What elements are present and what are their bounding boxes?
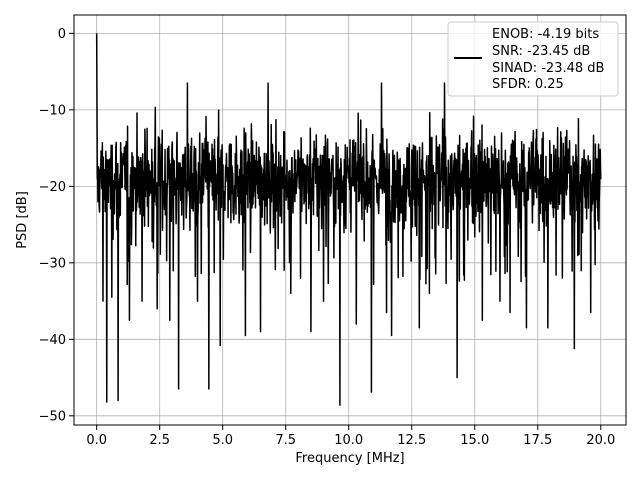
- x-tick-label: 0.0: [86, 433, 107, 448]
- y-tick-label: −40: [39, 333, 66, 348]
- x-axis-label: Frequency [MHz]: [295, 451, 404, 466]
- x-tick-label: 10.0: [334, 433, 363, 448]
- legend-enob: ENOB: -4.19 bits: [492, 27, 599, 42]
- x-tick-label: 7.5: [275, 433, 296, 448]
- legend-box: [447, 21, 619, 97]
- y-tick-label: −30: [39, 256, 66, 271]
- series-layer: [95, 33, 602, 406]
- legend-snr: SNR: -23.45 dB: [492, 44, 590, 59]
- y-tick-label: 0: [58, 27, 66, 42]
- ticks: 0.0 2.5 5.0 7.5 10.0 12.5 15.0 17.5 20.0 0 −10 −20 −…: [39, 27, 616, 448]
- legend-sinad: SINAD: -23.48 dB: [492, 61, 604, 76]
- x-tick-label: 15.0: [460, 433, 489, 448]
- x-tick-label: 17.5: [523, 433, 552, 448]
- x-tick-label: 12.5: [397, 433, 426, 448]
- legend-sfdr: SFDR: 0.25: [492, 77, 564, 92]
- x-tick-label: 20.0: [586, 433, 615, 448]
- y-axis-label: PSD [dB]: [15, 191, 30, 249]
- y-tick-label: −20: [39, 180, 66, 195]
- x-tick-label: 2.5: [149, 433, 170, 448]
- plot-frame: [73, 14, 627, 426]
- x-tick-label: 5.0: [212, 433, 233, 448]
- y-tick-label: −10: [39, 103, 66, 118]
- psd-series-line: [95, 33, 602, 406]
- legend: ENOB: -4.19 bits SNR: -23.45 dB SINAD: -…: [447, 21, 619, 97]
- y-tick-label: −50: [39, 409, 66, 424]
